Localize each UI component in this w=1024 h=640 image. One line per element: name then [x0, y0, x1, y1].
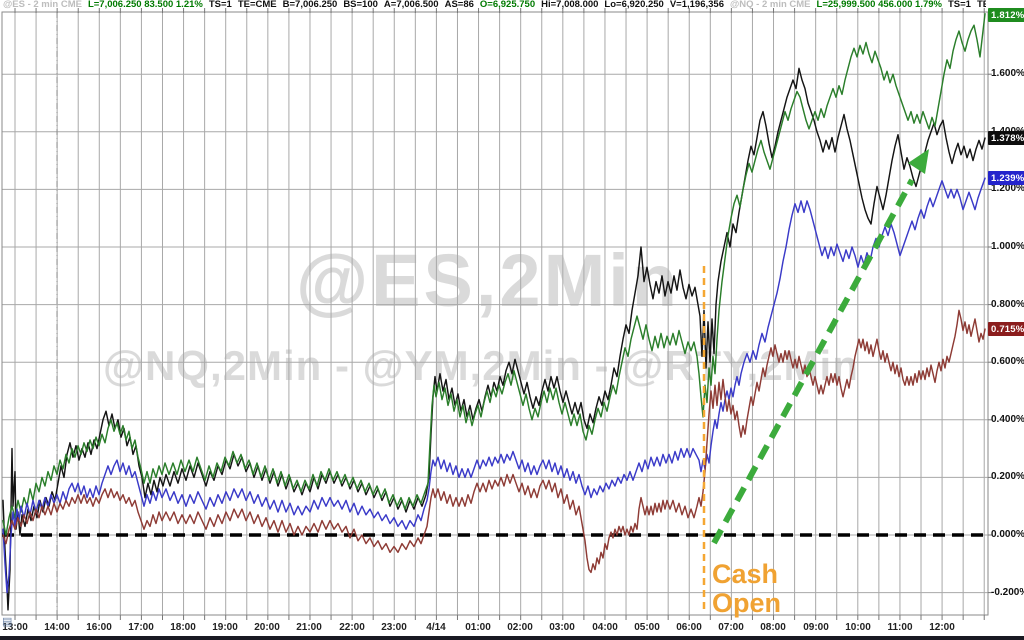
trend-arrow	[711, 149, 929, 545]
window-bottom-edge	[0, 636, 1024, 640]
series-nq-line	[2, 12, 986, 536]
status-bar-field: TE=CME	[237, 0, 277, 10]
watermark-primary-symbol: @ES,2Min	[296, 239, 680, 322]
status-bar-field: TS=1	[208, 0, 232, 10]
chart-status-icon: ▤	[2, 616, 13, 628]
plot-border	[1, 11, 989, 616]
status-bar-field: A=7,006.500	[383, 0, 439, 10]
cash-open-line2: Open	[712, 588, 782, 618]
series-es-line	[2, 67, 986, 611]
cash-open-annotation: Cash Open	[712, 560, 781, 618]
series-ym-line	[2, 177, 986, 594]
watermark-secondary-symbols: @NQ,2Min - @YM,2Min - @RTY,2Min	[103, 342, 859, 389]
cash-open-line1: Cash	[712, 559, 779, 589]
status-bar-field: L=25,999.500 456.000 1.79%	[816, 0, 942, 10]
chart-status-bar: @ES - 2 min CME L=7,006.250 83.500 1.21% T…	[3, 0, 986, 11]
series-rty-line	[2, 309, 986, 574]
status-bar-field: BS=100	[343, 0, 378, 10]
status-bar-field: @ES - 2 min CME	[3, 0, 82, 10]
status-bar-field: TE=CME	[976, 0, 986, 10]
axis-ticks	[14, 8, 1006, 620]
status-bar-field: @NQ - 2 min CME	[730, 0, 811, 10]
status-bar-field: AS=86	[444, 0, 474, 10]
status-bar-field: Lo=6,920.250	[604, 0, 664, 10]
status-bar-field: Hi=7,008.000	[541, 0, 599, 10]
status-bar-field: L=7,006.250 83.500 1.21%	[87, 0, 203, 10]
status-bar-field: B=7,006.250	[282, 0, 338, 10]
status-bar-field: V=1,196,356	[669, 0, 724, 10]
status-bar-field: O=6,925.750	[479, 0, 536, 10]
status-bar-field: TS=1	[947, 0, 971, 10]
